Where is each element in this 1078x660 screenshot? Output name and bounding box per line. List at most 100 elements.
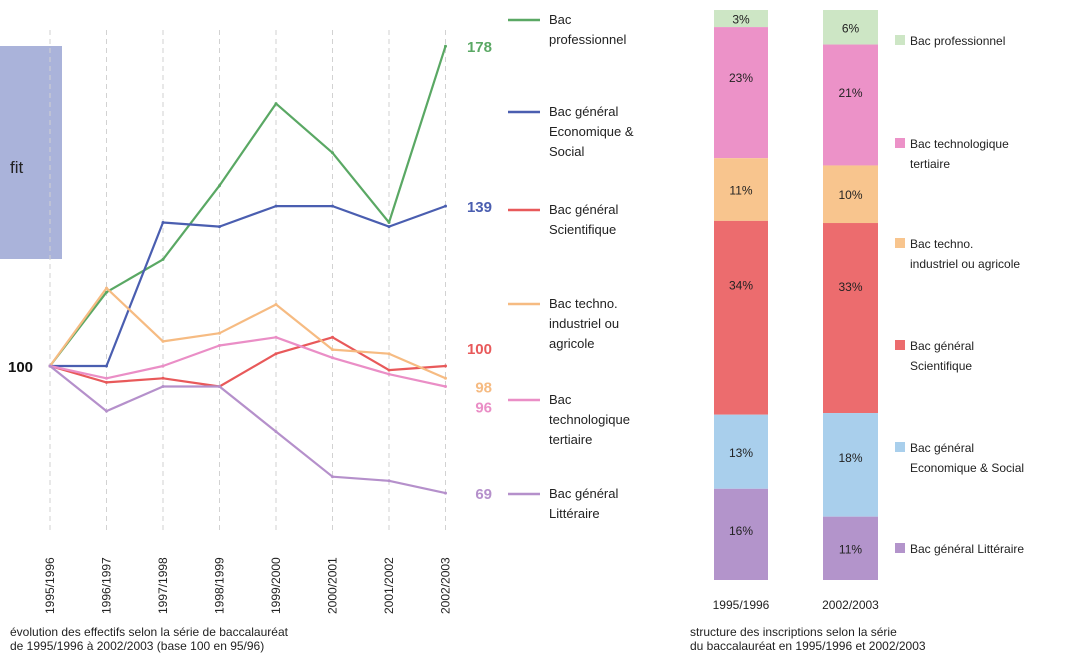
legend-label: Economique & Social — [910, 461, 1024, 475]
x-tick-label: 2002/2003 — [439, 557, 453, 614]
legend-label: Bac général — [549, 202, 618, 217]
legend-swatch — [895, 35, 905, 45]
series-point — [105, 380, 108, 384]
series-point — [387, 368, 391, 372]
legend-swatch — [895, 138, 905, 148]
bar-segment — [714, 414, 768, 489]
side-box — [0, 46, 62, 259]
line-chart-caption-line2: de 1995/1996 à 2002/2003 (base 100 en 95… — [10, 639, 265, 653]
series-point — [274, 303, 278, 306]
legend-label: technologique — [549, 412, 630, 427]
legend-label: Social — [549, 144, 585, 159]
series-point — [274, 102, 278, 106]
legend-label: industriel ou agricole — [910, 257, 1020, 271]
legend-label: industriel ou — [549, 316, 619, 331]
legend-label: professionnel — [549, 32, 626, 47]
series-point — [105, 376, 108, 380]
series-point — [387, 221, 391, 224]
series-point — [331, 348, 334, 352]
series-point — [218, 184, 221, 188]
series-point — [387, 352, 391, 356]
series-point — [218, 385, 221, 388]
legend-label: Scientifique — [549, 222, 616, 237]
series-point — [331, 204, 334, 208]
x-tick-label: 1998/1999 — [213, 557, 227, 614]
series-point — [105, 409, 108, 413]
bar-category-label: 2002/2003 — [822, 598, 879, 612]
series-point — [444, 376, 447, 380]
bar-category-label: 1995/1996 — [713, 598, 770, 612]
bar-segment-label: 3% — [732, 13, 750, 27]
legend-label: tertiaire — [549, 432, 592, 447]
series-point — [161, 376, 165, 380]
bar-chart-caption-line1: structure des inscriptions selon la séri… — [690, 625, 897, 639]
series-point — [161, 339, 165, 343]
legend-label: agricole — [549, 336, 595, 351]
line-chart-caption: évolution des effectifs selon la série d… — [10, 625, 288, 653]
series-end-label: 178 — [467, 39, 492, 56]
series-point — [161, 364, 165, 368]
series-point — [274, 430, 278, 434]
bar-segment-label: 6% — [842, 21, 860, 35]
series-point — [274, 335, 278, 339]
legend-swatch — [895, 238, 905, 248]
series-point — [444, 364, 447, 368]
bar-segment-label: 11% — [729, 184, 752, 198]
legend-label: Littéraire — [549, 506, 600, 521]
x-tick-label: 1996/1997 — [100, 557, 114, 614]
series-point — [331, 475, 334, 479]
bar-segment — [714, 158, 768, 221]
start-value-label: 100 — [8, 359, 33, 376]
bar-segment-label: 34% — [729, 279, 753, 293]
legend-label: Scientifique — [910, 359, 972, 373]
series-point — [387, 372, 391, 376]
side-text: fit — [10, 158, 24, 177]
legend-label: Bac techno. — [549, 296, 618, 311]
series-line — [49, 287, 446, 380]
x-tick-label: 2001/2002 — [382, 557, 396, 614]
bar-segment — [823, 516, 878, 580]
series-end-label: 96 — [475, 400, 492, 417]
legend-label: Bac technologique — [910, 137, 1009, 151]
series-end-label: 98 — [475, 379, 492, 396]
series-point — [105, 290, 108, 294]
legend-label: Bac général — [910, 339, 974, 353]
series-point — [105, 364, 108, 368]
series-point — [444, 44, 447, 48]
series-point — [331, 335, 334, 339]
bar-segment — [714, 10, 768, 28]
legend-label: Bac général — [910, 441, 974, 455]
legend-label: Bac général — [549, 104, 618, 119]
series-point — [218, 344, 221, 347]
series-point — [387, 479, 391, 483]
series-line — [49, 45, 447, 367]
legend-label: Bac — [549, 12, 572, 27]
legend-swatch — [895, 442, 905, 452]
bar-segment-label: 11% — [839, 542, 862, 556]
series-line — [49, 336, 446, 388]
x-tick-label: 1995/1996 — [43, 557, 57, 614]
bar-segment-label: 16% — [729, 524, 753, 538]
bar-segment-label: 21% — [838, 86, 862, 100]
bar-segment — [823, 10, 878, 45]
series-point — [161, 221, 165, 224]
bar-segment-label: 18% — [838, 451, 862, 465]
bar-segment-label: 23% — [729, 71, 753, 85]
series-end-label: 139 — [467, 199, 492, 216]
bar-segment — [823, 223, 878, 414]
bar-segment-label: 10% — [838, 188, 862, 202]
bar-segment — [714, 220, 768, 415]
x-tick-label: 1997/1998 — [156, 557, 170, 614]
series-point — [444, 385, 447, 388]
legend-label: tertiaire — [910, 157, 950, 171]
series-point — [387, 225, 391, 229]
bar-chart-caption: structure des inscriptions selon la séri… — [690, 625, 926, 653]
bar-segment — [714, 27, 768, 159]
series-point — [218, 225, 221, 229]
series-point — [218, 331, 221, 335]
series-line — [50, 205, 446, 368]
series-point — [444, 204, 447, 208]
bar-chart-caption-line2: du baccalauréat en 1995/1996 et 2002/200… — [690, 639, 926, 653]
